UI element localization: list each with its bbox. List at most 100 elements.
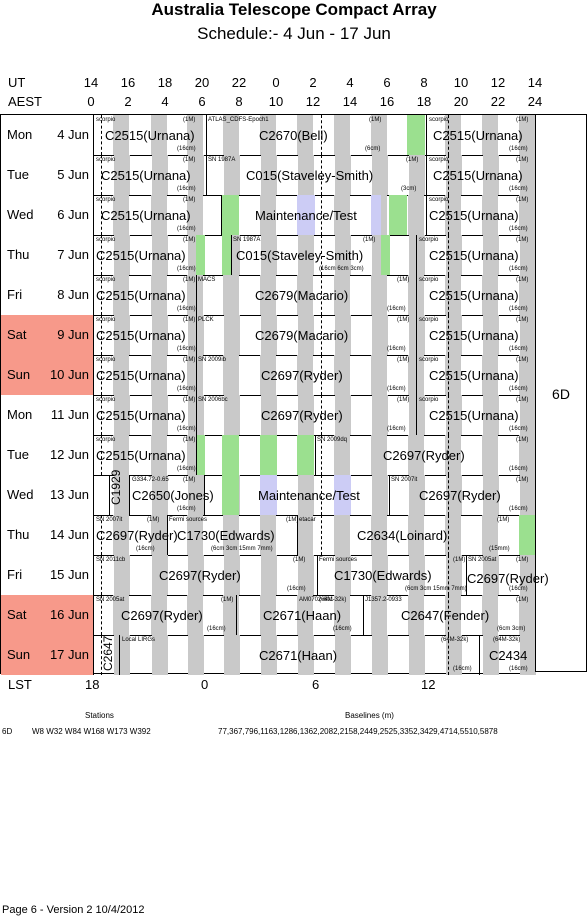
block-note: (16cm) <box>177 266 196 272</box>
lst-label: LST <box>8 677 32 692</box>
block-note: MACS <box>198 277 216 283</box>
block-note: SN 2007it <box>96 517 123 523</box>
lst-dash-line <box>321 435 322 475</box>
dark-time-band <box>519 355 535 395</box>
dark-time-band <box>298 475 314 515</box>
dark-time-band <box>152 555 168 595</box>
dark-time-band <box>113 595 129 635</box>
ut-tick: 2 <box>309 75 317 90</box>
dark-time-band <box>113 275 129 315</box>
dark-time-band <box>152 315 168 355</box>
lst-dash-line <box>448 435 449 475</box>
day-date: 4 Jun <box>57 127 89 142</box>
block-project: C2647(Fender) <box>401 608 490 623</box>
block-note: (1M) <box>516 397 529 403</box>
lst-dash-line <box>101 635 102 675</box>
block-separator <box>479 635 480 675</box>
dark-time-band <box>334 515 350 555</box>
block-project: Maintenance/Test <box>258 488 360 503</box>
block-note: SN 1987A <box>208 157 236 163</box>
stations-heading: Stations <box>85 711 114 720</box>
lst-dash-line <box>321 115 322 155</box>
config-column <box>535 114 587 672</box>
green-band <box>381 235 390 275</box>
day-date: 12 Jun <box>49 447 89 462</box>
day-cell: Thu 7 Jun <box>1 235 94 275</box>
dark-time-band <box>408 595 424 635</box>
block-separator <box>204 475 205 515</box>
block-note: SN 2005at <box>96 597 125 603</box>
dark-time-band <box>371 275 387 315</box>
ut-tick: 4 <box>346 75 354 90</box>
block-separator <box>466 555 467 595</box>
schedule-row: Mon 11 Jun scorpio (1M) C2515(Urnana) (16cm) S… <box>1 395 536 436</box>
lst-dash-line <box>321 515 322 555</box>
day-name: Sun <box>7 647 31 662</box>
block-project: C2679(Macario) <box>255 288 349 303</box>
dark-time-band <box>372 395 388 435</box>
day-name: Wed <box>7 207 34 222</box>
day-cell: Tue 5 Jun <box>1 155 94 195</box>
block-separator <box>236 595 237 635</box>
dark-time-band <box>261 235 277 275</box>
dark-time-band <box>335 155 351 195</box>
block-note: (1M) <box>516 357 529 363</box>
dark-time-band <box>483 395 499 435</box>
lst-dash-line <box>101 595 102 635</box>
block-note: (16cm) <box>453 666 472 672</box>
lst-dash-line <box>448 355 449 395</box>
dark-time-band <box>224 555 240 595</box>
lst-dash-line <box>321 355 322 395</box>
lst-dash-line <box>321 475 322 515</box>
block-note: (16cm) <box>177 306 196 312</box>
block-note: (16cm) <box>207 626 226 632</box>
dark-time-band <box>152 475 168 515</box>
green-band <box>222 195 239 235</box>
lst-dash-line <box>448 635 449 675</box>
block-note: (1M) <box>147 517 160 523</box>
block-project: C2515(Urnana) <box>429 208 519 223</box>
dark-time-band <box>520 395 536 435</box>
block-project: C1730(Edwards) <box>177 528 275 543</box>
ut-tick: 12 <box>490 75 506 90</box>
dark-time-band <box>113 435 129 475</box>
dark-time-band <box>114 395 130 435</box>
block-note: (16cm) <box>177 346 196 352</box>
dark-time-band <box>113 195 129 235</box>
dark-time-band <box>297 515 313 555</box>
dark-time-band <box>446 395 462 435</box>
dark-time-band <box>152 635 168 675</box>
block-note: (3cm) <box>401 186 417 192</box>
block-project: C2697(Ryder) <box>121 608 203 623</box>
schedule-row: Sat 16 Jun SN 2005at (1M) C2697(Ryder) (16cm)… <box>1 595 536 636</box>
lst-tick: 12 <box>421 677 436 692</box>
dark-time-band <box>114 475 130 515</box>
dark-time-band <box>519 275 535 315</box>
aest-tick: 22 <box>490 94 506 109</box>
block-project: Maintenance/Test <box>255 208 357 223</box>
block-note: (1M) <box>293 557 306 563</box>
ut-tick: 8 <box>420 75 428 90</box>
block-note: etacar <box>299 517 316 523</box>
schedule-row: Sun 10 Jun scorpio (1M) C2515(Urnana) (16cm) S… <box>1 355 536 396</box>
dark-time-band <box>334 275 350 315</box>
dark-time-band <box>260 115 276 155</box>
dark-time-band <box>298 555 314 595</box>
aest-tick: 10 <box>268 94 284 109</box>
ut-tick: 10 <box>453 75 469 90</box>
dark-time-band <box>408 435 424 475</box>
lst-dash-line <box>321 275 322 315</box>
block-note: scorpio <box>96 117 116 123</box>
day-name: Mon <box>7 407 33 422</box>
block-note: (1M) <box>183 317 196 323</box>
block-note: (16cm) <box>333 626 352 632</box>
block-project: C2697(Ryder) <box>96 528 178 543</box>
day-cell: Fri 15 Jun <box>1 555 94 595</box>
dark-time-band <box>260 275 276 315</box>
dark-time-band <box>482 435 498 475</box>
block-note: scorpio <box>419 237 439 243</box>
block-note: scorpio <box>96 317 116 323</box>
lst-dash-line <box>101 195 102 235</box>
day-date: 8 Jun <box>57 287 89 302</box>
block-note: (16cm) <box>177 506 196 512</box>
